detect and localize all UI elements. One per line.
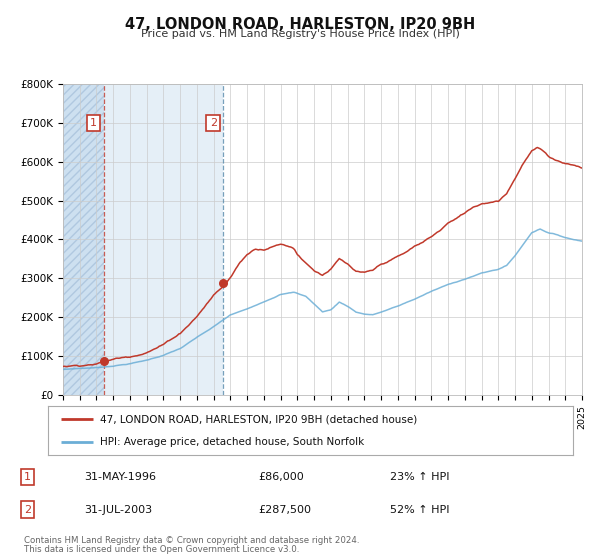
Text: Contains HM Land Registry data © Crown copyright and database right 2024.: Contains HM Land Registry data © Crown c…	[24, 536, 359, 545]
Text: 2: 2	[210, 118, 217, 128]
Text: Price paid vs. HM Land Registry's House Price Index (HPI): Price paid vs. HM Land Registry's House …	[140, 29, 460, 39]
Text: 47, LONDON ROAD, HARLESTON, IP20 9BH: 47, LONDON ROAD, HARLESTON, IP20 9BH	[125, 17, 475, 32]
Text: 1: 1	[90, 118, 97, 128]
Text: 47, LONDON ROAD, HARLESTON, IP20 9BH (detached house): 47, LONDON ROAD, HARLESTON, IP20 9BH (de…	[101, 414, 418, 424]
Text: £287,500: £287,500	[258, 505, 311, 515]
Text: 31-MAY-1996: 31-MAY-1996	[84, 472, 156, 482]
Text: 23% ↑ HPI: 23% ↑ HPI	[390, 472, 449, 482]
Text: This data is licensed under the Open Government Licence v3.0.: This data is licensed under the Open Gov…	[24, 545, 299, 554]
Text: 31-JUL-2003: 31-JUL-2003	[84, 505, 152, 515]
Text: £86,000: £86,000	[258, 472, 304, 482]
Text: 1: 1	[24, 472, 31, 482]
Text: HPI: Average price, detached house, South Norfolk: HPI: Average price, detached house, Sout…	[101, 437, 365, 447]
Bar	[63, 84, 104, 395]
Text: 52% ↑ HPI: 52% ↑ HPI	[390, 505, 449, 515]
Text: 2: 2	[24, 505, 31, 515]
Bar	[104, 84, 223, 395]
